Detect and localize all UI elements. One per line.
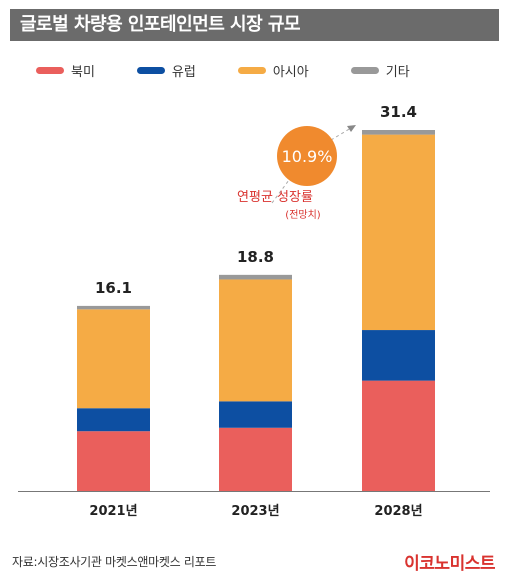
growth-rate-label: 연평균 성장률 [237, 190, 313, 205]
total-label: 31.4 [380, 103, 417, 121]
legend-label: 북미 [71, 64, 95, 80]
growth-arrow-head [347, 125, 356, 132]
legend-swatch [136, 66, 165, 74]
category-label: 2021년 [89, 504, 137, 519]
growth-dashed-line-lower [271, 179, 290, 204]
title-bar: 글로벌 차량용 인포테인먼트 시장 규모 [10, 9, 499, 41]
category-label: 2023년 [231, 504, 279, 519]
growth-rate-bubble [277, 126, 337, 186]
legend-swatch [237, 66, 266, 74]
legend-label: 유럽 [171, 64, 196, 80]
legend-label: 기타 [385, 64, 410, 80]
bar-segment-2 [77, 408, 150, 432]
category-label: 2028년 [374, 504, 422, 519]
bar-segment-1 [219, 427, 292, 491]
bar-segment-1 [77, 431, 150, 491]
legend-swatch [36, 66, 64, 74]
bar-segment-3 [362, 134, 435, 331]
legend-label: 아시아 [272, 64, 309, 80]
growth-dashed-line-upper [330, 127, 352, 141]
bar-segment-3 [77, 309, 150, 409]
brand-logo: 이코노미스트 [404, 554, 495, 574]
legend-swatch [350, 66, 379, 74]
legend-item-europe: 유럽 [136, 61, 196, 80]
legend: 북미 유럽 아시아 기타 [36, 61, 452, 80]
growth-rate-sublabel: (전망치) [285, 209, 321, 221]
legend-item-north-america: 북미 [36, 61, 95, 80]
bar-segment-4 [77, 305, 150, 310]
bar-segment-3 [219, 279, 292, 402]
legend-item-other: 기타 [350, 61, 410, 80]
bar-segment-4 [362, 130, 435, 135]
total-label: 18.8 [237, 248, 274, 266]
total-label: 16.1 [95, 279, 132, 297]
bar-segment-1 [362, 380, 435, 491]
legend-item-asia: 아시아 [237, 61, 309, 80]
bar-segment-4 [219, 274, 292, 280]
source-note: 자료:시장조사기관 마켓스앤마켓스 리포트 [12, 555, 217, 569]
chart-title: 글로벌 차량용 인포테인먼트 시장 규모 [20, 14, 301, 35]
bar-segment-2 [362, 330, 435, 381]
growth-rate-value: 10.9% [282, 147, 333, 166]
bar-segment-2 [219, 401, 292, 428]
